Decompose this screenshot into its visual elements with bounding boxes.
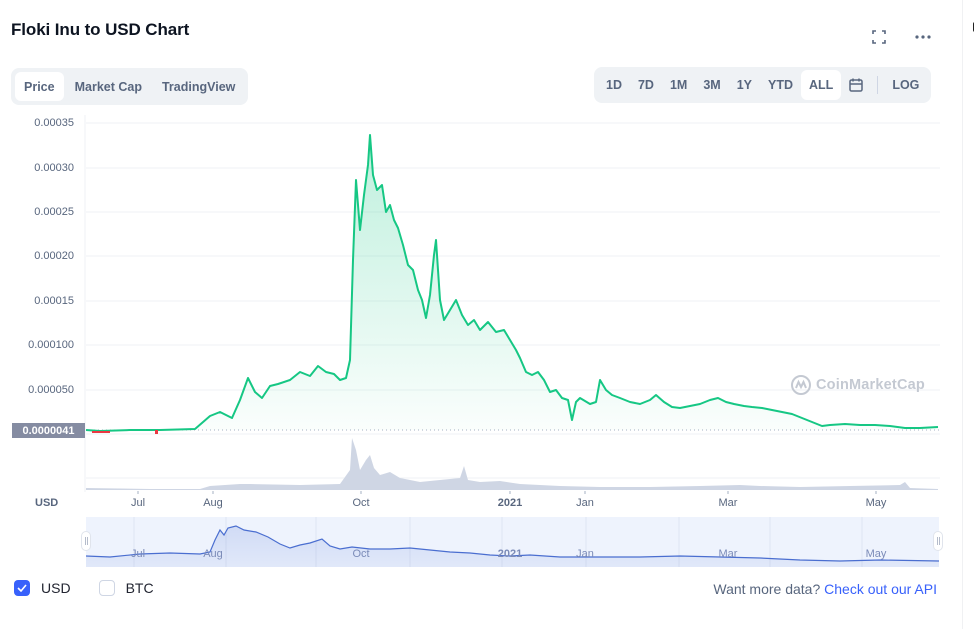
time-range-selector: 1D 7D 1M 3M 1Y YTD ALL LOG (594, 67, 932, 103)
tab-market-cap[interactable]: Market Cap (74, 79, 142, 94)
range-7d[interactable]: 7D (637, 78, 654, 92)
tab-tradingview[interactable]: TradingView (161, 79, 236, 94)
calendar-icon (849, 78, 864, 92)
navigator-right-handle[interactable] (933, 531, 943, 551)
range-1d[interactable]: 1D (606, 78, 622, 92)
date-picker-button[interactable] (841, 70, 871, 100)
navigator-area (86, 526, 939, 567)
navigator-x-tick: Jan (576, 548, 594, 560)
expand-icon (872, 30, 886, 44)
navigator-x-tick: 2021 (497, 548, 523, 560)
y-tick: 0.00035 (34, 117, 74, 129)
y-tick: 0.00030 (34, 162, 74, 174)
volume-area (86, 438, 938, 490)
navigator-line (85, 525, 940, 562)
navigator-x-tick: Aug (203, 548, 223, 560)
range-3m[interactable]: 3M (703, 78, 721, 92)
y-tick: 0.00020 (34, 250, 74, 262)
axis-currency-label: USD (35, 497, 59, 509)
y-tick: 0.00025 (34, 206, 74, 218)
range-all[interactable]: ALL (801, 70, 842, 100)
more-horizontal-icon (915, 35, 931, 39)
tab-price[interactable]: Price (15, 72, 64, 101)
more-options-button[interactable] (912, 26, 934, 48)
x-tick: 2021 (497, 497, 523, 509)
range-ytd[interactable]: YTD (768, 78, 794, 92)
navigator-x-tick: Mar (718, 548, 738, 560)
api-link[interactable]: Check out our API (824, 581, 937, 597)
x-tick: Jul (130, 497, 146, 509)
api-promo: Want more data? Check out our API (713, 581, 937, 597)
chart-type-tabs: Price Market Cap TradingView (11, 68, 249, 105)
x-axis: Jul Aug Oct 2021 Jan Mar May (0, 497, 974, 513)
price-chart: 0.00035 0.00030 0.00025 0.00020 0.00015 … (0, 110, 974, 510)
gridlines (86, 122, 940, 479)
navigator-x-tick: May (865, 548, 887, 560)
x-tick: Oct (352, 497, 370, 509)
navigator-x-tick: Jul (130, 548, 146, 560)
coinmarketcap-logo-icon (791, 375, 811, 395)
navigator-left-handle[interactable] (81, 531, 91, 551)
chart-title: Floki Inu to USD Chart (11, 20, 190, 39)
y-tick: 0.000100 (28, 339, 74, 351)
navigator-x-tick: Oct (352, 548, 370, 560)
api-prompt-text: Want more data? (713, 581, 821, 597)
usd-legend-label[interactable]: USD (41, 580, 71, 596)
checkmark-icon (17, 584, 27, 592)
usd-checkbox[interactable] (14, 580, 30, 596)
coinmarketcap-watermark: CoinMarketCap (790, 374, 925, 396)
x-tick: May (865, 497, 887, 509)
btc-legend-label[interactable]: BTC (125, 580, 154, 596)
btc-checkbox[interactable] (98, 580, 115, 596)
x-tick: Mar (718, 497, 738, 509)
range-1y[interactable]: 1Y (736, 78, 753, 92)
price-area (86, 135, 938, 431)
x-tick: Jan (576, 497, 594, 509)
current-price-tag: 0.0000041 (12, 423, 85, 438)
range-1m[interactable]: 1M (669, 78, 688, 92)
x-tick: Aug (203, 497, 223, 509)
divider (877, 76, 879, 94)
y-tick: 0.00015 (34, 295, 74, 307)
fullscreen-button[interactable] (868, 26, 890, 48)
price-line (85, 134, 939, 432)
log-scale-toggle[interactable]: LOG (892, 78, 920, 92)
y-tick: 0.000050 (28, 384, 74, 396)
currency-legend: USD BTC (14, 580, 182, 596)
